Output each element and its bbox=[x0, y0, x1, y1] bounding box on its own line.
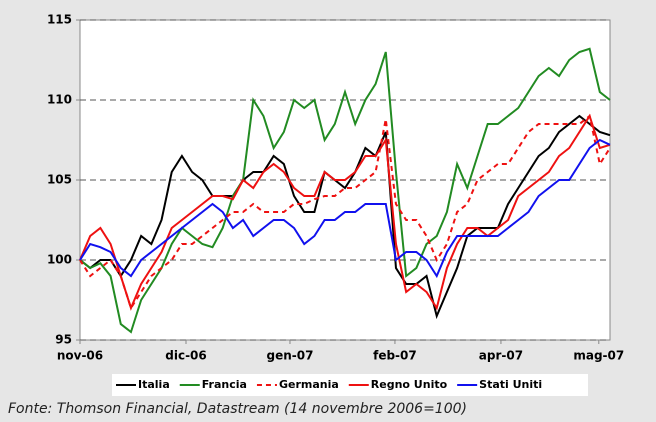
x-tick-label: dic-06 bbox=[165, 349, 207, 363]
x-tick-label: gen-07 bbox=[266, 349, 313, 363]
series-line bbox=[79, 114, 611, 320]
y-tick-label: 110 bbox=[47, 93, 72, 107]
x-tick-label: mag-07 bbox=[573, 349, 624, 363]
y-tick-label: 100 bbox=[47, 253, 72, 267]
x-tick-label: apr-07 bbox=[479, 349, 523, 363]
legend-label: Stati Uniti bbox=[479, 378, 542, 391]
legend-label: Francia bbox=[202, 378, 247, 391]
y-tick-label: 95 bbox=[55, 333, 72, 347]
x-tick-label: feb-07 bbox=[373, 349, 417, 363]
x-tick-label: nov-06 bbox=[57, 349, 103, 363]
legend-label: Italia bbox=[138, 378, 170, 391]
series-line bbox=[79, 113, 611, 311]
legend-label: Regno Unito bbox=[371, 378, 448, 391]
legend-label: Germania bbox=[279, 378, 339, 391]
y-tick-label: 115 bbox=[47, 13, 72, 27]
series-line bbox=[79, 138, 611, 279]
series-line bbox=[79, 114, 611, 311]
y-tick-label: 105 bbox=[47, 173, 72, 187]
series-line bbox=[79, 47, 611, 334]
source-note: Fonte: Thomson Financial, Datastream (14… bbox=[8, 401, 467, 417]
